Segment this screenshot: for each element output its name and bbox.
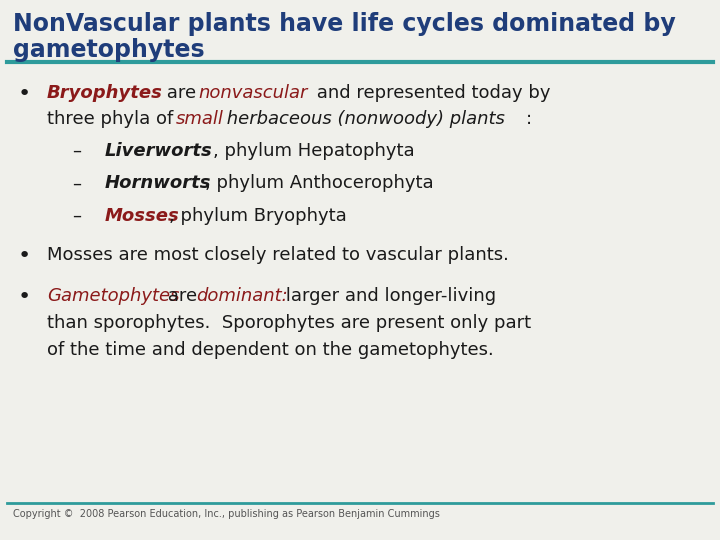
Text: herbaceous (nonwoody) plants: herbaceous (nonwoody) plants	[221, 110, 505, 127]
Text: Mosses are most closely related to vascular plants.: Mosses are most closely related to vascu…	[47, 246, 508, 264]
Text: Hornworts: Hornworts	[104, 174, 211, 192]
Text: , phylum Anthocerophyta: , phylum Anthocerophyta	[205, 174, 434, 192]
Text: NonVascular plants have life cycles dominated by: NonVascular plants have life cycles domi…	[13, 12, 675, 36]
Text: are: are	[161, 84, 202, 102]
Text: than sporophytes.  Sporophytes are present only part: than sporophytes. Sporophytes are presen…	[47, 314, 531, 332]
Text: of the time and dependent on the gametophytes.: of the time and dependent on the gametop…	[47, 341, 493, 359]
Text: , phylum Hepatophyta: , phylum Hepatophyta	[213, 142, 415, 160]
Text: three phyla of: three phyla of	[47, 110, 179, 127]
Text: nonvascular: nonvascular	[198, 84, 307, 102]
Text: Bryophytes: Bryophytes	[47, 84, 163, 102]
Text: :: :	[526, 110, 533, 127]
Text: , phylum Bryophyta: , phylum Bryophyta	[169, 207, 347, 225]
Text: •: •	[18, 246, 31, 266]
Text: gametophytes: gametophytes	[13, 38, 204, 62]
Text: –: –	[72, 174, 81, 192]
Text: –: –	[72, 207, 81, 225]
Text: Liverworts: Liverworts	[104, 142, 212, 160]
Text: and represented today by: and represented today by	[311, 84, 551, 102]
Text: small: small	[176, 110, 223, 127]
Text: larger and longer-living: larger and longer-living	[280, 287, 496, 305]
Text: dominant:: dominant:	[196, 287, 287, 305]
Text: •: •	[18, 84, 31, 104]
Text: are: are	[162, 287, 203, 305]
Text: Mosses: Mosses	[104, 207, 179, 225]
Text: –: –	[72, 142, 81, 160]
Text: •: •	[18, 287, 31, 307]
Text: Copyright ©  2008 Pearson Education, Inc., publishing as Pearson Benjamin Cummin: Copyright © 2008 Pearson Education, Inc.…	[13, 509, 440, 519]
Text: Gametophytes: Gametophytes	[47, 287, 179, 305]
